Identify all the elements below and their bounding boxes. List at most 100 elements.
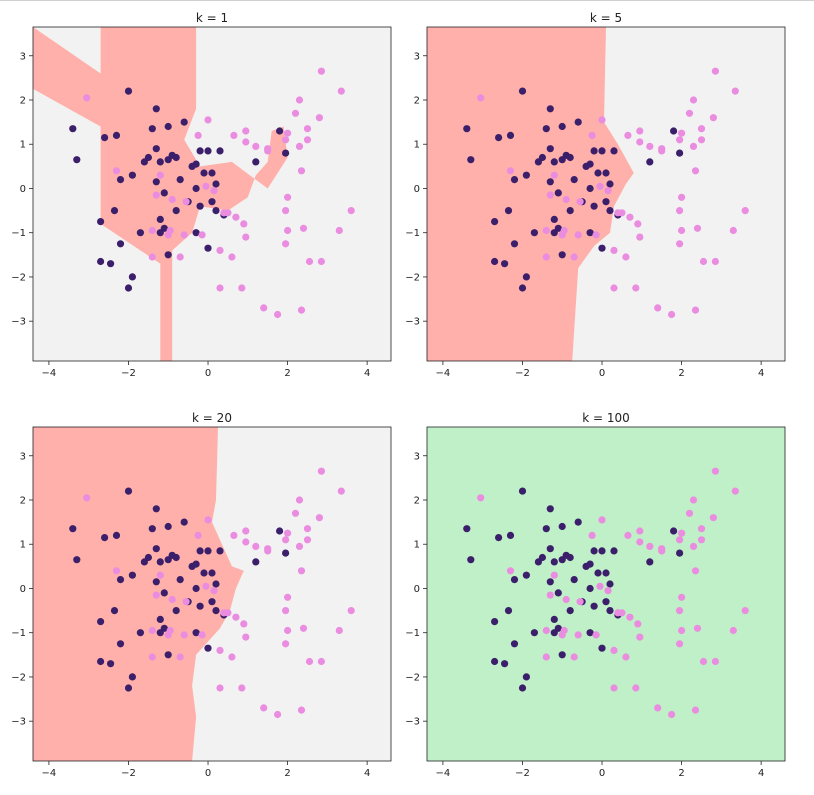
data-point-class0: [176, 576, 184, 584]
data-point-class0: [590, 202, 598, 210]
data-point-class0: [128, 571, 136, 579]
data-point-class0: [463, 525, 471, 533]
data-point-class1: [198, 631, 206, 639]
data-point-class0: [156, 215, 164, 223]
data-point-class1: [176, 653, 184, 661]
data-point-class1: [636, 127, 644, 135]
data-point-class0: [586, 229, 594, 237]
data-point-class0: [192, 229, 200, 237]
data-point-class1: [668, 710, 676, 719]
data-point-class0: [116, 240, 125, 248]
y-tick-label: 2: [414, 495, 420, 506]
data-point-class0: [646, 558, 654, 566]
data-point-class0: [192, 584, 200, 593]
data-point-class0: [522, 571, 531, 579]
data-point-class0: [550, 558, 558, 566]
data-point-class1: [592, 231, 600, 239]
data-point-class0: [124, 284, 133, 292]
data-point-class1: [156, 571, 164, 579]
data-point-class0: [550, 229, 558, 237]
data-point-class1: [295, 142, 304, 150]
data-point-class0: [495, 534, 503, 542]
data-point-class0: [550, 615, 558, 624]
data-point-class0: [495, 134, 503, 142]
data-point-class0: [586, 184, 594, 193]
data-point-class1: [282, 640, 290, 648]
data-point-class1: [634, 620, 642, 628]
data-point-class0: [164, 522, 172, 531]
data-point-class1: [164, 231, 172, 239]
data-point-class1: [242, 633, 250, 641]
data-point-class0: [546, 178, 554, 186]
data-point-class1: [634, 220, 642, 228]
x-tick-label: −2: [121, 768, 136, 779]
data-point-class1: [291, 109, 300, 117]
data-point-class1: [240, 620, 248, 628]
data-point-class1: [632, 284, 640, 292]
subplot-2: −4 −2 0 2 4 −3 −2 −1 0 1 2 3 k = 5: [405, 11, 786, 379]
data-point-class1: [337, 87, 345, 95]
data-point-class1: [252, 542, 260, 551]
data-point-class1: [676, 240, 684, 248]
data-point-class1: [264, 147, 272, 155]
data-point-class1: [570, 653, 578, 661]
data-point-class0: [116, 640, 125, 648]
data-point-class1: [315, 114, 323, 122]
data-point-class0: [670, 127, 678, 135]
data-point-class0: [554, 589, 562, 597]
x-tick-label: −2: [515, 368, 530, 379]
data-point-class0: [208, 598, 216, 606]
subplot-1: −4 −2 0 2 4 −3 −2 −1 0 1 2 3 k = 1: [11, 11, 392, 379]
data-point-class1: [697, 536, 706, 544]
data-point-class1: [550, 571, 558, 579]
data-point-class0: [112, 531, 121, 540]
data-point-class0: [566, 553, 574, 562]
data-point-class1: [168, 195, 176, 204]
x-tick-label: −4: [436, 768, 451, 779]
data-point-class0: [491, 218, 499, 226]
data-point-class0: [212, 207, 220, 215]
data-point-class0: [467, 556, 475, 564]
data-point-class0: [570, 176, 578, 184]
data-point-class1: [506, 567, 515, 575]
data-point-class1: [731, 487, 739, 495]
data-point-class1: [152, 191, 160, 199]
data-point-class1: [596, 582, 604, 590]
data-point-class1: [550, 171, 558, 179]
data-point-class1: [305, 257, 314, 266]
data-point-class0: [152, 178, 160, 186]
data-point-class1: [610, 284, 618, 292]
data-point-class0: [491, 257, 499, 266]
data-point-class0: [542, 125, 550, 133]
data-point-class1: [216, 646, 224, 655]
data-point-class0: [501, 260, 509, 268]
data-point-class0: [467, 156, 475, 164]
subplot-title: k = 20: [192, 411, 232, 425]
data-point-class0: [522, 273, 531, 281]
y-tick-label: −3: [11, 317, 26, 328]
y-tick-label: 3: [20, 51, 26, 62]
data-point-class0: [107, 660, 115, 668]
data-point-class0: [510, 640, 519, 648]
data-point-class1: [232, 213, 240, 221]
data-point-class0: [196, 547, 204, 555]
data-point-class0: [510, 176, 519, 184]
y-tick-label: −3: [405, 317, 420, 328]
data-point-class0: [152, 105, 160, 113]
data-point-class1: [693, 224, 702, 232]
data-point-class1: [148, 653, 156, 661]
data-point-class1: [542, 226, 550, 235]
data-point-class1: [260, 704, 268, 712]
data-point-class1: [711, 467, 720, 475]
data-point-class1: [658, 147, 666, 155]
data-point-class0: [550, 629, 558, 637]
data-point-class1: [570, 253, 578, 261]
subplot-title: k = 1: [196, 11, 228, 25]
data-point-class0: [192, 629, 200, 637]
data-point-class0: [97, 218, 105, 226]
data-point-class0: [200, 569, 208, 577]
data-point-class0: [152, 578, 160, 586]
data-point-class1: [216, 284, 224, 292]
data-point-class1: [604, 187, 612, 195]
decision-region-class0: [33, 427, 244, 761]
